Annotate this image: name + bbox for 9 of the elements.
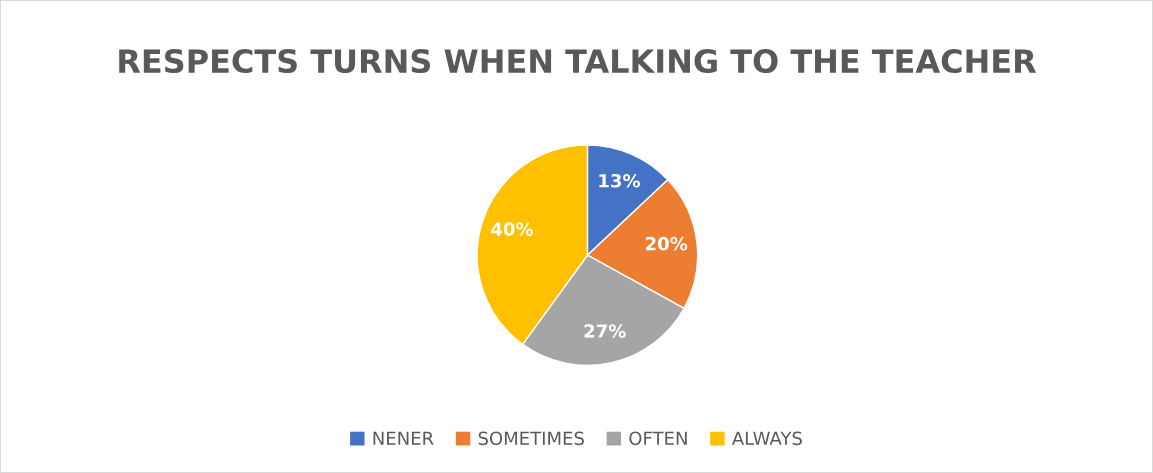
legend-label: NENER [373,431,434,445]
legend-label: SOMETIMES [478,431,584,446]
data-label: 20% [646,236,688,251]
chart-title: RESPECTS TURNS WHEN TALKING TO THE TEACHER [119,48,1037,74]
legend-label: OFTEN [629,431,687,446]
data-label: 40% [491,222,534,236]
legend-label: ALWAYS [731,431,802,446]
data-label: 13% [599,173,641,188]
data-label: 27% [584,324,626,338]
